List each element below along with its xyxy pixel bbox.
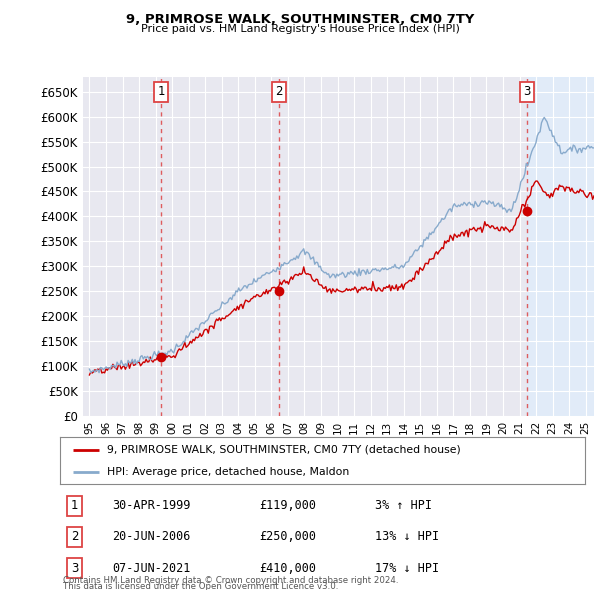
Text: 2: 2 [71,530,79,543]
Text: £119,000: £119,000 [260,499,317,512]
Text: 9, PRIMROSE WALK, SOUTHMINSTER, CM0 7TY: 9, PRIMROSE WALK, SOUTHMINSTER, CM0 7TY [126,13,474,26]
Text: £250,000: £250,000 [260,530,317,543]
Text: Price paid vs. HM Land Registry's House Price Index (HPI): Price paid vs. HM Land Registry's House … [140,24,460,34]
Text: 30-APR-1999: 30-APR-1999 [113,499,191,512]
Text: 9, PRIMROSE WALK, SOUTHMINSTER, CM0 7TY (detached house): 9, PRIMROSE WALK, SOUTHMINSTER, CM0 7TY … [107,445,461,455]
Text: 3: 3 [71,562,79,575]
Text: £410,000: £410,000 [260,562,317,575]
Text: Contains HM Land Registry data © Crown copyright and database right 2024.: Contains HM Land Registry data © Crown c… [63,576,398,585]
Text: HPI: Average price, detached house, Maldon: HPI: Average price, detached house, Mald… [107,467,349,477]
Text: 07-JUN-2021: 07-JUN-2021 [113,562,191,575]
Text: 13% ↓ HPI: 13% ↓ HPI [375,530,439,543]
Text: 3% ↑ HPI: 3% ↑ HPI [375,499,432,512]
Polygon shape [527,77,594,416]
Text: This data is licensed under the Open Government Licence v3.0.: This data is licensed under the Open Gov… [63,582,338,590]
Text: 17% ↓ HPI: 17% ↓ HPI [375,562,439,575]
Text: 3: 3 [523,86,530,99]
Text: 1: 1 [157,86,165,99]
Text: 20-JUN-2006: 20-JUN-2006 [113,530,191,543]
Text: 1: 1 [71,499,79,512]
Text: 2: 2 [275,86,283,99]
